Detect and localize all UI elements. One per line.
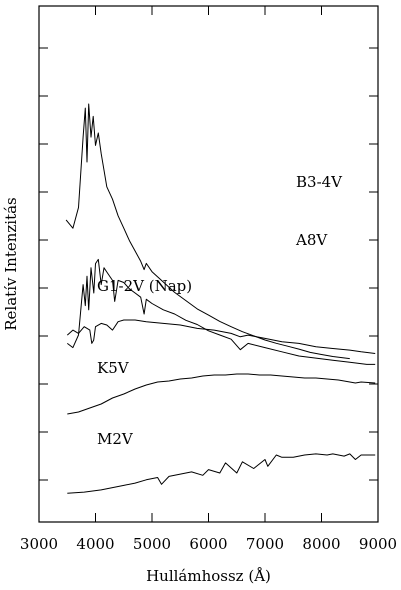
axis-ticks: 3000 4000 5000 6000 7000 8000 9000 <box>20 6 397 553</box>
series-line-3 <box>67 373 376 415</box>
series-label-3: K5V <box>97 359 130 377</box>
series-labels: B3-4V A8V G1-2V (Nap) K5V M2V <box>97 173 343 448</box>
x-tick-label: 6000 <box>189 535 227 553</box>
y-axis-title: Relatív Intenzitás <box>2 197 20 331</box>
x-tick-label: 4000 <box>76 535 114 553</box>
x-tick-label: 5000 <box>133 535 171 553</box>
series-line-1 <box>67 258 376 365</box>
plot-frame <box>38 5 379 523</box>
series-line-2 <box>66 319 376 354</box>
x-tick-label: 7000 <box>246 535 284 553</box>
x-tick-label: 3000 <box>20 535 58 553</box>
x-axis-title: Hullámhossz (Å) <box>146 567 271 585</box>
series-line-4 <box>67 453 376 494</box>
x-tick-label: 9000 <box>359 535 397 553</box>
x-tick-label: 8000 <box>302 535 340 553</box>
series-line-0 <box>65 103 350 360</box>
series-lines <box>65 103 376 494</box>
plot-frame-rect <box>38 5 379 523</box>
series-label-4: M2V <box>97 430 134 448</box>
series-label-1: A8V <box>295 231 328 249</box>
series-label-0: B3-4V <box>296 173 343 191</box>
series-label-2: G1-2V (Nap) <box>97 277 192 295</box>
